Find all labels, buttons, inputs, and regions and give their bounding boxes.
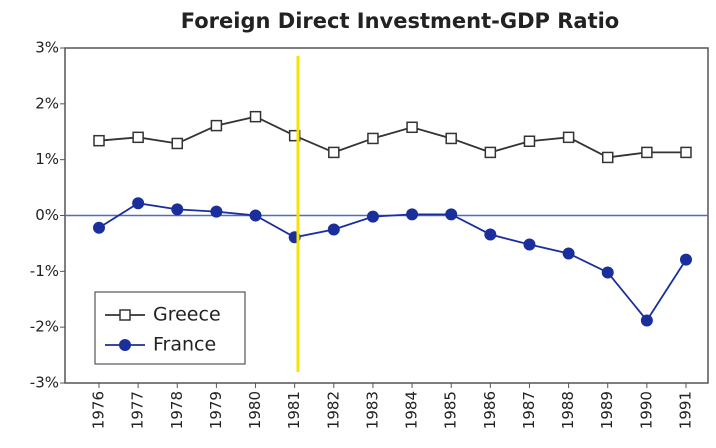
- point: [367, 132, 379, 145]
- x-tick-label: 1984: [403, 391, 421, 429]
- point: [562, 247, 575, 260]
- legend-box: [94, 291, 246, 365]
- point: [601, 151, 614, 164]
- point: [249, 209, 262, 222]
- y-tick-label: -3%: [30, 374, 59, 392]
- x-tick-label: 1991: [677, 391, 695, 429]
- point: [171, 203, 184, 216]
- legend-label: France: [153, 334, 216, 356]
- x-tick-label: 1979: [207, 391, 225, 429]
- x-tick-label: 1977: [129, 391, 147, 429]
- point: [641, 146, 653, 159]
- point: [93, 134, 105, 147]
- point: [484, 146, 497, 159]
- x-tick-label: 1983: [363, 391, 381, 429]
- x-tick-label: 1982: [324, 391, 342, 429]
- x-tick-label: 1986: [481, 391, 499, 429]
- point: [119, 339, 131, 351]
- point: [680, 146, 692, 159]
- point: [327, 223, 340, 236]
- point: [445, 208, 458, 221]
- point: [119, 309, 131, 321]
- series-line: [98, 202, 687, 322]
- point: [132, 131, 144, 144]
- chart-title: Foreign Direct Investment-GDP Ratio: [181, 9, 619, 33]
- x-tick-label: 1978: [168, 391, 186, 429]
- point: [406, 208, 419, 221]
- point: [328, 146, 340, 159]
- series-line: [98, 115, 686, 159]
- point: [523, 238, 536, 251]
- point: [288, 129, 301, 142]
- y-tick-label: 1%: [35, 150, 59, 168]
- y-tick-label: 2%: [35, 94, 59, 112]
- x-tick-label: 1981: [285, 391, 303, 429]
- point: [249, 110, 262, 123]
- point: [484, 228, 497, 241]
- point: [366, 210, 379, 223]
- point: [445, 132, 457, 145]
- point: [523, 135, 536, 147]
- point: [132, 197, 145, 210]
- point: [601, 266, 614, 279]
- x-tick-label: 1980: [246, 391, 264, 429]
- x-tick-label: 1987: [520, 391, 538, 429]
- y-tick-label: -2%: [30, 318, 59, 336]
- y-tick-label: 3%: [35, 39, 59, 57]
- y-tick-label: -1%: [30, 262, 59, 280]
- point: [210, 205, 223, 218]
- point: [562, 131, 575, 144]
- point: [406, 121, 418, 134]
- point: [93, 221, 105, 234]
- point: [171, 137, 184, 150]
- x-tick-label: 1990: [637, 391, 655, 429]
- legend-label: Greece: [153, 304, 221, 326]
- x-tick-label: 1989: [598, 391, 616, 429]
- point: [210, 119, 223, 132]
- point: [680, 253, 692, 266]
- x-tick-label: 1988: [559, 391, 577, 429]
- y-tick-label: 0%: [35, 206, 59, 224]
- x-tick-label: 1976: [90, 391, 108, 429]
- x-tick-label: 1985: [442, 391, 460, 429]
- point: [640, 314, 653, 327]
